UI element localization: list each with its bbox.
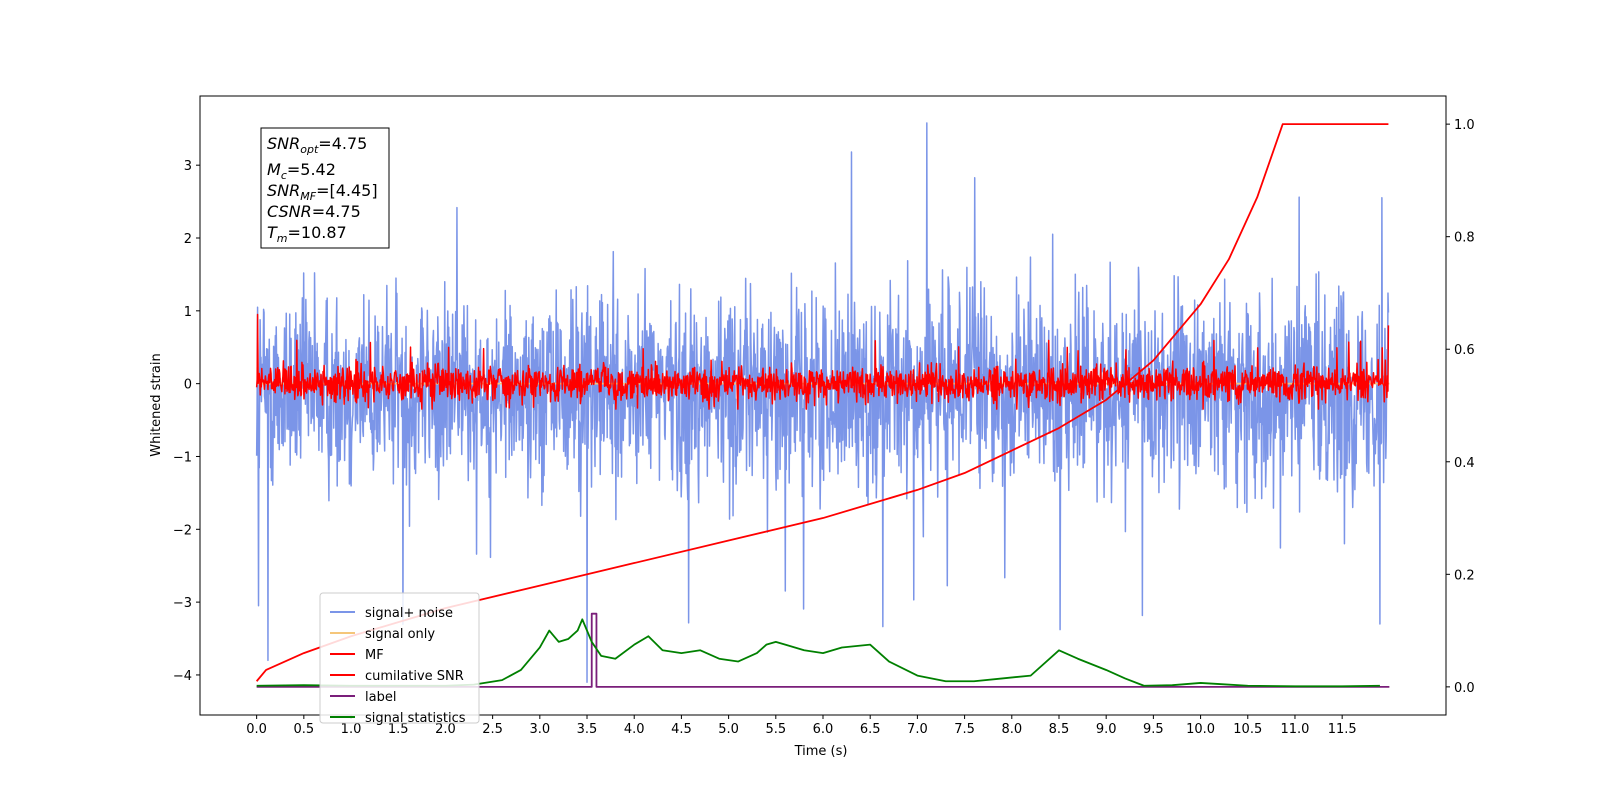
info-tm: Tm=10.87 <box>267 223 347 245</box>
x-tick-label: 11.5 <box>1328 722 1357 737</box>
series-line-label <box>256 612 1390 688</box>
legend-label: cumilative SNR <box>365 669 464 684</box>
y-right-tick-label: 0.8 <box>1454 231 1475 246</box>
x-tick-label: 10.0 <box>1186 722 1215 737</box>
x-tick-label: 9.0 <box>1096 722 1117 737</box>
y-right-tick-label: 1.0 <box>1454 118 1475 133</box>
x-tick-label: 1.5 <box>388 722 409 737</box>
x-tick-label: 7.0 <box>907 722 928 737</box>
x-tick-label: 9.5 <box>1143 722 1164 737</box>
legend-label: signal+ noise <box>365 606 453 621</box>
y-tick-label: 3 <box>184 159 192 174</box>
x-tick-label: 2.5 <box>482 722 503 737</box>
info-csnr: CSNR=4.75 <box>267 202 361 221</box>
y-tick-label: −2 <box>173 523 192 538</box>
info-mc: Mc=5.42 <box>267 160 336 182</box>
series-line-mf <box>255 313 1390 410</box>
y-right-tick-label: 0.4 <box>1454 456 1475 471</box>
y-right-tick-label: 0.2 <box>1454 568 1475 583</box>
legend-label: label <box>365 690 396 705</box>
y-tick-label: 1 <box>184 305 192 320</box>
legend: signal+ noise signal only MF cumilative SNR… <box>319 592 480 726</box>
y-axis-right: 1.0 0.8 0.6 0.4 0.2 0.0 <box>1446 118 1475 696</box>
x-tick-label: 5.5 <box>765 722 786 737</box>
x-tick-label: 1.0 <box>341 722 362 737</box>
x-tick-label: 3.0 <box>529 722 550 737</box>
x-tick-label: 5.0 <box>718 722 739 737</box>
x-tick-label: 10.5 <box>1233 722 1262 737</box>
y-axis-label: Whitened strain <box>149 353 164 456</box>
info-snr-mf: SNRMF=[4.45] <box>267 181 378 203</box>
y-tick-label: −1 <box>173 450 192 465</box>
y-right-tick-label: 0.0 <box>1454 681 1475 696</box>
x-tick-label: 8.5 <box>1049 722 1070 737</box>
x-tick-label: 0.5 <box>293 722 314 737</box>
y-tick-label: −3 <box>173 596 192 611</box>
legend-label: signal only <box>365 627 435 642</box>
y-tick-label: 0 <box>184 378 192 393</box>
x-tick-label: 3.5 <box>577 722 598 737</box>
series-line-signal-statistics <box>256 618 1380 688</box>
x-tick-label: 6.0 <box>813 722 834 737</box>
x-tick-label: 0.0 <box>246 722 267 737</box>
x-tick-label: 2.0 <box>435 722 456 737</box>
legend-frame <box>319 592 480 724</box>
legend-label: signal statistics <box>365 711 466 726</box>
info-snr-opt: SNRopt=4.75 <box>267 134 367 156</box>
x-tick-label: 4.5 <box>671 722 692 737</box>
legend-items: signal+ noise signal only MF cumilative SNR… <box>330 606 466 726</box>
x-axis-label: Time (s) <box>794 744 848 759</box>
y-axis-left: 3 2 1 0 −1 −2 −3 −4 <box>173 159 200 684</box>
x-tick-label: 4.0 <box>624 722 645 737</box>
x-tick-label: 8.0 <box>1001 722 1022 737</box>
x-tick-label: 6.5 <box>860 722 881 737</box>
legend-label: MF <box>365 648 384 663</box>
info-box-frame <box>260 127 390 249</box>
y-tick-label: 2 <box>184 232 192 247</box>
y-right-tick-label: 0.6 <box>1454 343 1475 358</box>
x-axis: 0.0 0.5 1.0 1.5 2.0 2.5 3.0 3.5 4.0 4.5 5.0 5.5 6.0 6… <box>246 715 1357 737</box>
x-tick-label: 7.5 <box>954 722 975 737</box>
info-box: SNRopt=4.75 Mc=5.42 SNRMF=[4.45] CSNR=4.… <box>260 127 390 249</box>
x-tick-label: 11.0 <box>1280 722 1309 737</box>
y-tick-label: −4 <box>173 669 192 684</box>
series-line-signal-noise <box>255 122 1390 683</box>
